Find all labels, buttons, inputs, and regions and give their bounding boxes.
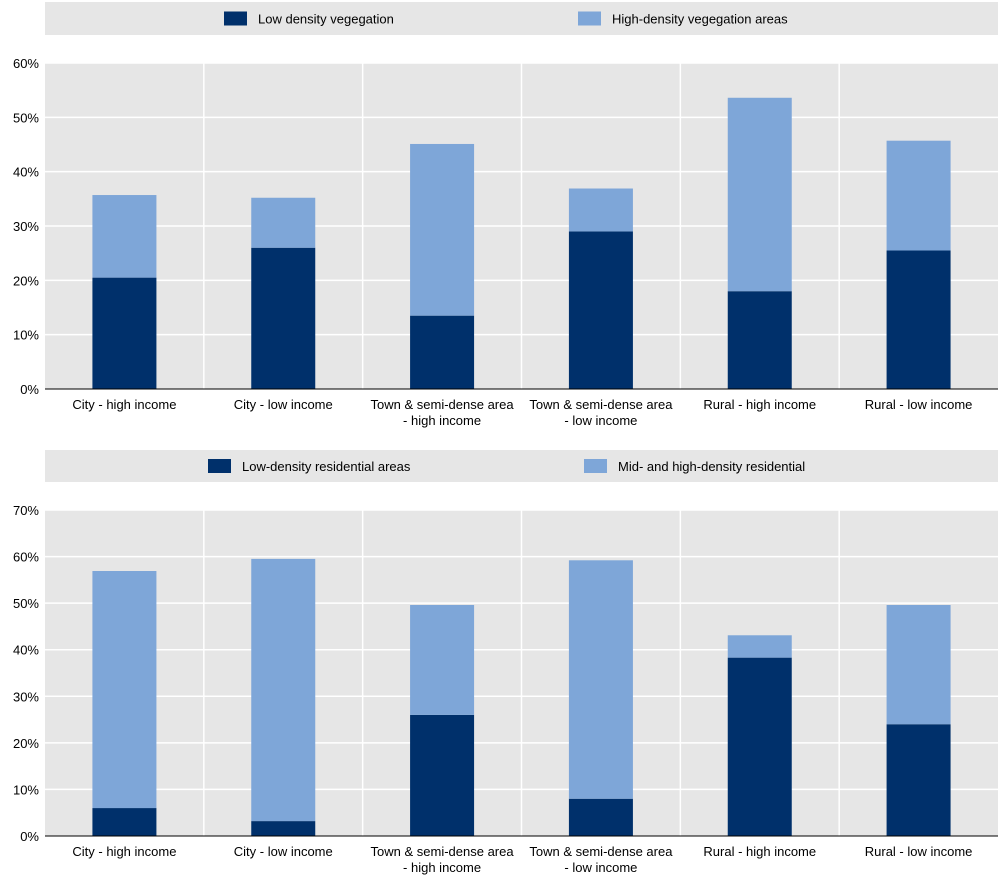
bar-dark-5 xyxy=(727,657,792,836)
category-label-6: Rural - low income xyxy=(865,397,973,412)
bar-dark-3 xyxy=(410,714,475,836)
bar-light-2 xyxy=(251,558,316,822)
bar-light-4 xyxy=(568,188,633,232)
category-label-4: Town & semi-dense area xyxy=(529,844,673,859)
legend-swatch-2 xyxy=(584,459,607,473)
legend-swatch-1 xyxy=(224,11,247,26)
bar-light-4 xyxy=(568,560,633,799)
category-label-3: Town & semi-dense area xyxy=(371,844,515,859)
legend-label-1: Low density vegegation xyxy=(258,12,394,27)
bar-dark-1 xyxy=(92,277,157,389)
y-tick-label: 70% xyxy=(13,503,39,518)
category-label-2: City - low income xyxy=(234,397,333,412)
bar-dark-2 xyxy=(251,247,316,389)
bar-light-5 xyxy=(727,97,792,292)
bar-dark-5 xyxy=(727,291,792,389)
bar-light-3 xyxy=(410,605,475,715)
legend-band xyxy=(45,2,998,35)
legend-label-2: Mid- and high-density residential xyxy=(618,459,805,474)
category-label-1: City - high income xyxy=(72,844,176,859)
bar-dark-6 xyxy=(886,724,951,836)
chart-panel-2: Low-density residential areas Mid- and hi… xyxy=(13,450,998,875)
legend-swatch-2 xyxy=(578,11,601,26)
y-tick-label: 60% xyxy=(13,56,39,71)
category-label-3: - high income xyxy=(403,413,481,428)
category-label-5: Rural - high income xyxy=(703,844,816,859)
bar-light-1 xyxy=(92,571,157,809)
bar-light-3 xyxy=(410,143,475,316)
y-tick-label: 50% xyxy=(13,110,39,125)
legend-swatch-1 xyxy=(208,459,231,473)
y-tick-label: 40% xyxy=(13,165,39,180)
bar-light-6 xyxy=(886,605,951,725)
y-tick-label: 10% xyxy=(13,782,39,797)
bar-dark-4 xyxy=(568,798,633,836)
category-label-5: Rural - high income xyxy=(703,397,816,412)
y-tick-label: 0% xyxy=(20,382,39,397)
category-label-4: Town & semi-dense area xyxy=(529,397,673,412)
category-label-4: - low income xyxy=(564,860,637,875)
y-tick-label: 10% xyxy=(13,328,39,343)
bar-dark-1 xyxy=(92,808,157,836)
bar-dark-2 xyxy=(251,821,316,836)
bar-dark-4 xyxy=(568,231,633,389)
chart-panel-1: Low density vegegation High-density vegeg… xyxy=(13,2,998,428)
category-label-3: - high income xyxy=(403,860,481,875)
category-label-4: - low income xyxy=(564,413,637,428)
y-tick-label: 50% xyxy=(13,596,39,611)
y-tick-label: 0% xyxy=(20,829,39,844)
category-label-2: City - low income xyxy=(234,844,333,859)
y-tick-label: 30% xyxy=(13,689,39,704)
bar-light-5 xyxy=(727,635,792,658)
category-label-3: Town & semi-dense area xyxy=(371,397,515,412)
y-tick-label: 30% xyxy=(13,219,39,234)
y-tick-label: 40% xyxy=(13,643,39,658)
bar-light-2 xyxy=(251,197,316,248)
bar-light-1 xyxy=(92,195,157,278)
legend-label-2: High-density vegegation areas xyxy=(612,12,788,27)
y-tick-label: 20% xyxy=(13,273,39,288)
bar-dark-6 xyxy=(886,250,951,389)
legend-band xyxy=(45,450,998,482)
category-label-1: City - high income xyxy=(72,397,176,412)
category-label-6: Rural - low income xyxy=(865,844,973,859)
y-tick-label: 60% xyxy=(13,550,39,565)
legend-label-1: Low-density residential areas xyxy=(242,459,411,474)
y-tick-label: 20% xyxy=(13,736,39,751)
bar-light-6 xyxy=(886,140,951,251)
bar-dark-3 xyxy=(410,315,475,389)
